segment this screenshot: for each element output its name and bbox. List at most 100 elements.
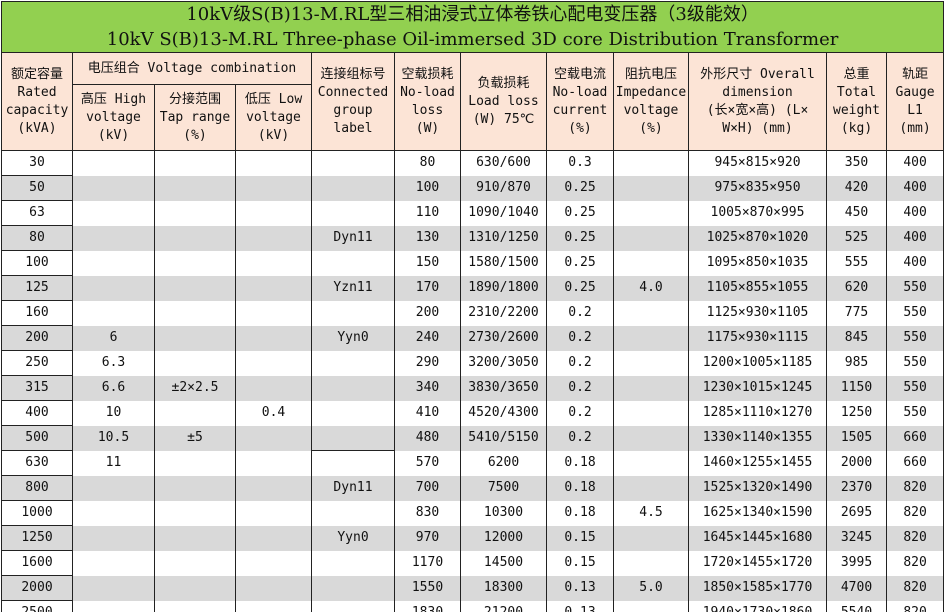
header-weight: 总重 Total weight (kg) [826,52,887,151]
header-line: group [333,102,373,118]
header-line: 空载损耗 [401,66,454,82]
cell-dimension: 1850×1585×1770 [688,575,827,601]
cell-no-load-current: 0.2 [546,400,614,426]
cell-dimension: 1460×1255×1455 [688,450,827,476]
cell-no-load-current: 0.18 [546,500,614,526]
cell-tap-range [154,150,236,176]
cell-gauge: 400 [885,150,944,176]
cell-load-loss: 2310/2200 [460,300,547,326]
cell-tap-range [154,250,236,276]
cell-impedance [613,600,689,612]
cell-tap-range [154,300,236,326]
cell-capacity: 800 [1,475,73,501]
cell-connection [311,550,395,576]
header-capacity: 额定容量 Rated capacity (kVA) [1,52,73,151]
header-line: capacity [5,102,69,118]
table-row: 50 100 910/870 0.25 975×835×950 420 400 [1,175,944,201]
table-row: 1600 1170 14500 0.15 1720×1455×1720 3995 820 [1,550,944,576]
header-voltage-combination: 电压组合 Voltage combination [72,52,312,85]
cell-capacity: 50 [1,175,73,201]
cell-gauge: 400 [885,250,944,276]
cell-connection [311,450,395,476]
cell-high-voltage [72,200,155,226]
cell-dimension: 1200×1005×1185 [688,350,827,376]
header-line: 外形尺寸 Overall [700,66,815,82]
cell-high-voltage [72,250,155,276]
header-line: (%) [568,120,592,136]
cell-dimension: 1720×1455×1720 [688,550,827,576]
header-connection: 连接组标号 Connected group label [311,52,395,151]
cell-weight: 620 [826,275,887,301]
cell-load-loss: 4520/4300 [460,400,547,426]
cell-dimension: 1230×1015×1245 [688,375,827,401]
cell-impedance [613,425,689,451]
cell-load-loss: 3200/3050 [460,350,547,376]
cell-impedance [613,400,689,426]
header-line: (kVA) [17,120,57,136]
header-line: 总重 [843,66,870,82]
cell-connection [311,375,395,401]
cell-capacity: 1250 [1,525,73,551]
cell-no-load-current: 0.25 [546,275,614,301]
cell-dimension: 1005×870×995 [688,200,827,226]
cell-high-voltage [72,525,155,551]
table-row: 63 110 1090/1040 0.25 1005×870×995 450 400 [1,200,944,226]
cell-impedance [613,375,689,401]
table-row: 400 10 0.4 410 4520/4300 0.2 1285×1110×1270 125… [1,400,944,426]
cell-high-voltage [72,600,155,612]
header-line: voltage [623,102,679,118]
cell-load-loss: 7500 [460,475,547,501]
cell-tap-range [154,175,236,201]
cell-no-load-loss: 150 [394,250,461,276]
cell-connection: Yzn11 [311,275,395,301]
cell-connection: Yyn0 [311,525,395,551]
cell-gauge: 400 [885,200,944,226]
cell-connection [311,350,395,376]
header-line: 分接范围 [168,91,221,107]
cell-gauge: 550 [885,325,944,351]
cell-capacity: 1600 [1,550,73,576]
cell-weight: 4700 [826,575,887,601]
cell-no-load-current: 0.15 [546,550,614,576]
table-row: 80 Dyn11 130 1310/1250 0.25 1025×870×1020 525 4… [1,225,944,251]
header-line: Tap range [159,109,231,125]
cell-high-voltage [72,575,155,601]
cell-dimension: 975×835×950 [688,175,827,201]
cell-load-loss: 910/870 [460,175,547,201]
cell-dimension: 1285×1110×1270 [688,400,827,426]
table-row: 250 6.3 290 3200/3050 0.2 1200×1005×1185 985 55… [1,350,944,376]
cell-dimension: 1025×870×1020 [688,225,827,251]
cell-weight: 2000 [826,450,887,476]
cell-dimension: 1125×930×1105 [688,300,827,326]
cell-no-load-loss: 100 [394,175,461,201]
cell-dimension: 1645×1445×1680 [688,525,827,551]
cell-low-voltage [235,425,312,451]
cell-no-load-current: 0.2 [546,325,614,351]
cell-capacity: 125 [1,275,73,301]
cell-load-loss: 10300 [460,500,547,526]
cell-no-load-current: 0.2 [546,375,614,401]
header-line: (kV) [257,127,290,143]
cell-no-load-loss: 340 [394,375,461,401]
header-line: dimension [722,84,793,100]
cell-low-voltage [235,225,312,251]
table-row: 100 150 1580/1500 0.25 1095×850×1035 555 400 [1,250,944,276]
cell-capacity: 1000 [1,500,73,526]
cell-tap-range [154,525,236,551]
table-row: 630 11 570 6200 0.18 1460×1255×1455 2000 660 [1,450,944,476]
cell-impedance [613,225,689,251]
cell-connection [311,250,395,276]
cell-weight: 525 [826,225,887,251]
cell-low-voltage [235,350,312,376]
cell-high-voltage [72,275,155,301]
cell-impedance: 5.0 [613,575,689,601]
cell-tap-range [154,325,236,351]
cell-capacity: 80 [1,225,73,251]
cell-load-loss: 1310/1250 [460,225,547,251]
cell-tap-range [154,550,236,576]
cell-load-loss: 1890/1800 [460,275,547,301]
header-line: (mm) [899,120,931,136]
cell-impedance: 4.0 [613,275,689,301]
